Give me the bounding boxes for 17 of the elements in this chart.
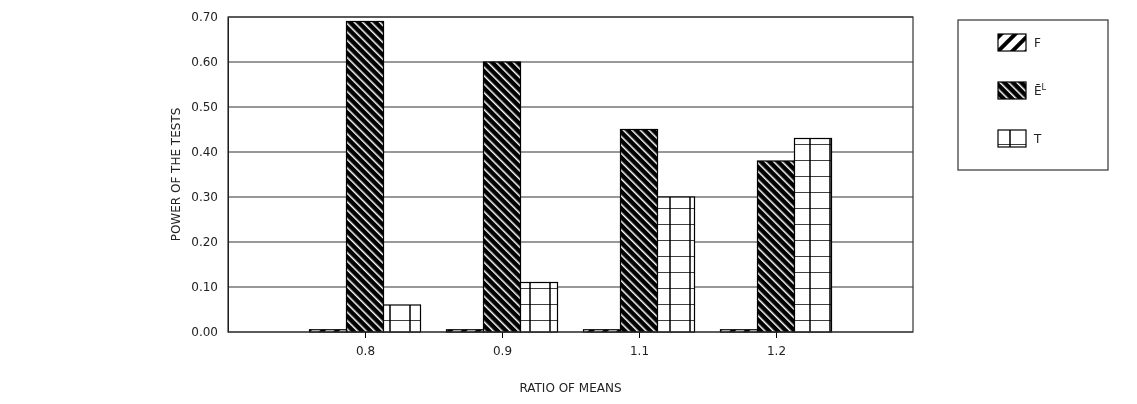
y-tick-label: 0.00 [191,325,218,340]
x-tick-label: 0.8 [355,343,376,358]
y-tick-label: 0.20 [191,235,218,250]
x-tick-label: 1.1 [629,343,650,358]
legend-label: T [1033,132,1042,146]
y-tick-label: 0.50 [191,100,218,115]
y-tick-label: 0.40 [191,145,218,160]
y-tick-label: 0.10 [191,280,218,295]
y-tick-label: 0.60 [191,55,218,70]
y-tick-label: 0.70 [191,10,218,25]
legend-label: F [1034,36,1041,50]
x-tick-label: 1.2 [766,343,787,358]
legend-label: Ē$^{L}$ [1034,82,1047,98]
y-tick-label: 0.30 [191,190,218,205]
x-tick-label: 0.9 [492,343,513,358]
y-axis-title: POWER OF THE TESTS [169,107,183,242]
x-axis-title: RATIO OF MEANS [519,381,622,395]
